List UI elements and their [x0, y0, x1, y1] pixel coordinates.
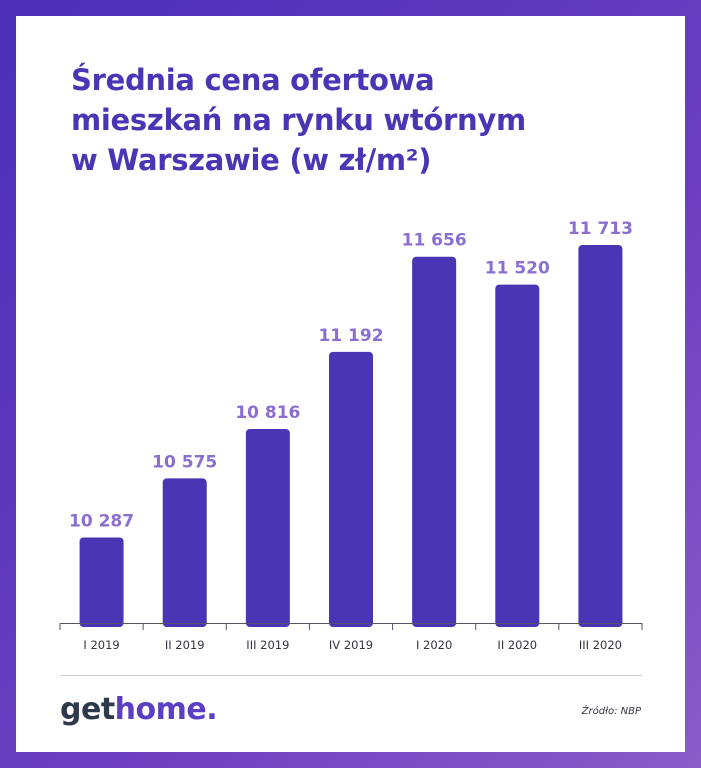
value-label-1: 10 287	[69, 511, 134, 531]
value-label-6: 11 520	[485, 259, 550, 279]
gethome-logo: gethome.	[60, 690, 218, 730]
value-label-2: 10 575	[152, 452, 217, 472]
title-line-1: Średnia cena ofertowa	[71, 63, 435, 97]
bar-5	[412, 256, 457, 627]
bar-2	[162, 478, 207, 627]
bar-chart: 10 287 10 575 10 816 11 192 11 656 11 520 11 7…	[59, 219, 643, 652]
bar-6	[495, 284, 540, 627]
bar-4	[329, 351, 373, 627]
category-labels-group: I 2019 II 2019 III 2019 IV 2019 I 2020 II 202…	[83, 638, 622, 652]
x-axis-ticks	[59, 623, 643, 630]
source-note: Źródło: NBP	[581, 706, 641, 717]
title-line-2: mieszkań na rynku wtórnym	[71, 103, 526, 137]
category-label-6: II 2020	[497, 638, 537, 652]
logo-home-text: home.	[114, 692, 218, 727]
category-label-2: II 2019	[165, 638, 205, 652]
logo-get-text: get	[60, 692, 115, 727]
category-label-4: IV 2019	[329, 638, 373, 652]
category-label-3: III 2019	[246, 638, 289, 652]
bar-1	[79, 537, 124, 627]
category-label-7: III 2020	[579, 638, 622, 652]
value-label-4: 11 192	[318, 326, 383, 346]
infographic-card: Średnia cena ofertowa mieszkań na rynku …	[16, 16, 685, 752]
category-label-1: I 2019	[83, 638, 119, 652]
chart-title: Średnia cena ofertowa mieszkań na rynku …	[71, 60, 631, 180]
title-line-3: w Warszawie (w zł/m²)	[71, 143, 432, 177]
footer-divider	[60, 675, 642, 676]
value-labels-group: 10 287 10 575 10 816 11 192 11 656 11 520 11 7…	[69, 219, 633, 531]
category-label-5: I 2020	[416, 638, 452, 652]
value-label-7: 11 713	[568, 219, 633, 239]
value-label-5: 11 656	[402, 231, 467, 251]
bars-group	[79, 245, 623, 627]
value-label-3: 10 816	[235, 403, 300, 423]
bar-7	[578, 245, 623, 627]
bar-3	[245, 428, 290, 627]
